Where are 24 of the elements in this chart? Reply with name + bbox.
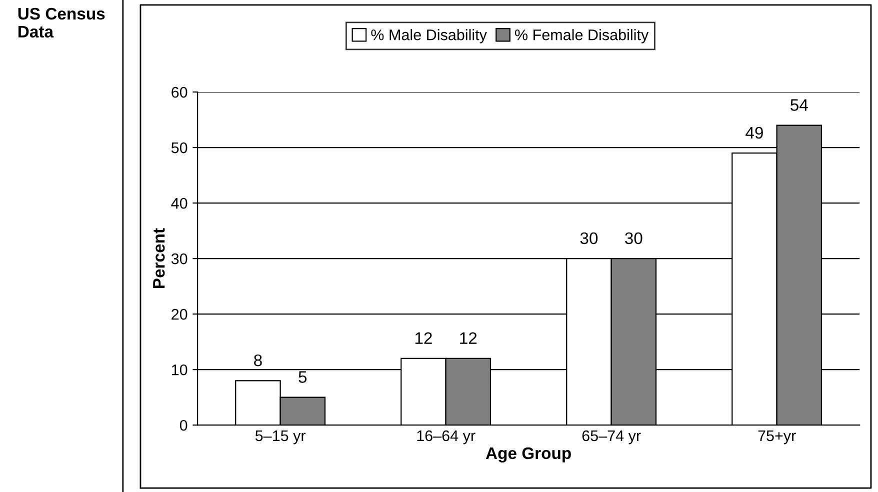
y-tick-label: 0 <box>180 420 188 431</box>
data-label: 30 <box>625 232 642 244</box>
text: US Census Data <box>18 8 105 38</box>
data-label: 12 <box>415 332 432 344</box>
x-axis-title: Age Group <box>486 447 571 463</box>
y-tick-label: 60 <box>172 86 188 98</box>
data-label: 12 <box>460 332 477 344</box>
y-tick-label: 20 <box>172 308 188 320</box>
data-label: 8 <box>254 354 262 366</box>
data-label: 49 <box>746 126 763 139</box>
x-tick-label: 16–64 yr <box>417 430 476 444</box>
legend-label: % Female Disability <box>515 29 649 44</box>
x-tick-label: 5–15 yr <box>255 430 306 444</box>
legend-label: % Male Disability <box>371 29 487 44</box>
data-label: 54 <box>790 99 808 111</box>
x-tick-label: 65–74 yr <box>582 430 641 444</box>
y-tick-label: 10 <box>172 364 188 376</box>
data-label: 5 <box>298 371 307 383</box>
y-axis-title: Percent <box>153 228 165 288</box>
data-label: 30 <box>580 232 598 244</box>
y-tick-label: 30 <box>171 253 188 264</box>
x-tick-label: 75+yr <box>758 430 796 444</box>
y-tick-label: 50 <box>171 142 188 154</box>
y-tick-label: 40 <box>171 198 188 209</box>
